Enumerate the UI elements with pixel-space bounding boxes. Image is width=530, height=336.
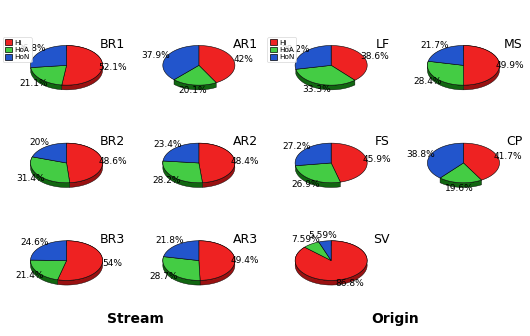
Polygon shape [199,143,235,183]
Polygon shape [331,46,367,80]
Polygon shape [463,46,499,90]
Text: 31.4%: 31.4% [16,174,45,183]
Text: 28.4%: 28.4% [413,77,442,86]
Text: 26.8%: 26.8% [18,44,47,53]
Polygon shape [58,241,103,280]
Text: 37.9%: 37.9% [142,51,171,60]
Polygon shape [295,143,331,166]
Polygon shape [440,178,481,187]
Polygon shape [295,46,331,69]
Polygon shape [31,157,70,183]
Polygon shape [199,241,235,280]
Polygon shape [163,257,200,285]
Polygon shape [62,46,103,85]
Text: FS: FS [375,135,390,149]
Polygon shape [295,166,340,187]
Polygon shape [62,46,103,90]
Text: 19.6%: 19.6% [445,184,474,193]
Polygon shape [31,46,67,68]
Polygon shape [163,257,200,280]
Polygon shape [163,161,202,183]
Polygon shape [199,241,235,285]
Text: AR1: AR1 [233,38,258,51]
Polygon shape [31,260,67,280]
Polygon shape [199,46,235,83]
Text: BR2: BR2 [100,135,126,149]
Polygon shape [319,241,331,261]
Polygon shape [463,46,499,85]
Text: 49.4%: 49.4% [231,256,259,265]
Polygon shape [67,143,103,183]
Polygon shape [164,241,199,261]
Text: 28.2%: 28.2% [281,45,310,54]
Text: AR2: AR2 [233,135,258,149]
Text: MS: MS [504,38,522,51]
Polygon shape [295,241,367,280]
Text: 28.2%: 28.2% [152,176,181,185]
Polygon shape [31,65,67,85]
Polygon shape [463,143,499,180]
Polygon shape [31,241,67,261]
Text: SV: SV [374,233,390,246]
Text: 49.9%: 49.9% [495,61,524,70]
Text: 26.9%: 26.9% [292,179,320,188]
Text: 86.8%: 86.8% [335,279,364,288]
Text: 20%: 20% [30,138,49,147]
Polygon shape [295,163,340,183]
Text: Stream: Stream [107,312,164,326]
Polygon shape [305,242,331,261]
Text: CP: CP [506,135,522,149]
Polygon shape [331,143,367,182]
Polygon shape [58,241,103,285]
Text: 20.1%: 20.1% [179,86,207,95]
Polygon shape [163,161,202,187]
Polygon shape [163,143,199,163]
Text: 42%: 42% [234,54,253,64]
Text: 27.2%: 27.2% [282,142,311,151]
Polygon shape [199,143,235,187]
Polygon shape [174,65,216,85]
Text: 21.1%: 21.1% [19,79,48,88]
Text: 24.6%: 24.6% [20,238,49,247]
Legend: Hi, HoA, HoN: Hi, HoA, HoN [268,37,296,62]
Text: 45.9%: 45.9% [363,155,391,164]
Text: 41.7%: 41.7% [493,152,522,161]
Text: 28.7%: 28.7% [149,272,178,282]
Polygon shape [440,163,481,183]
Text: LF: LF [376,38,390,51]
Text: 5.59%: 5.59% [308,231,338,240]
Polygon shape [296,65,355,85]
Polygon shape [31,68,62,90]
Text: 33.3%: 33.3% [302,85,331,94]
Polygon shape [67,143,103,187]
Polygon shape [31,157,70,187]
Polygon shape [31,260,58,285]
Text: BR1: BR1 [100,38,126,51]
Text: 23.4%: 23.4% [154,140,182,149]
Polygon shape [295,241,367,285]
Legend: Hi, HoA, HoN: Hi, HoA, HoN [3,37,32,62]
Polygon shape [427,61,464,85]
Text: AR3: AR3 [233,233,258,246]
Text: 21.4%: 21.4% [15,271,44,280]
Text: 38.8%: 38.8% [406,150,435,159]
Text: 48.4%: 48.4% [231,157,259,166]
Polygon shape [174,80,216,90]
Text: BR3: BR3 [100,233,126,246]
Text: 21.8%: 21.8% [155,237,184,245]
Polygon shape [427,143,463,178]
Polygon shape [163,46,199,80]
Text: 38.6%: 38.6% [360,52,388,61]
Polygon shape [296,69,355,90]
Polygon shape [428,46,463,65]
Text: 7.59%: 7.59% [291,235,320,244]
Polygon shape [32,143,67,163]
Text: 48.6%: 48.6% [98,157,127,166]
Text: 54%: 54% [102,259,122,268]
Text: 21.7%: 21.7% [420,41,449,50]
Text: 52.1%: 52.1% [98,62,127,72]
Text: Origin: Origin [371,312,419,326]
Polygon shape [427,61,464,90]
